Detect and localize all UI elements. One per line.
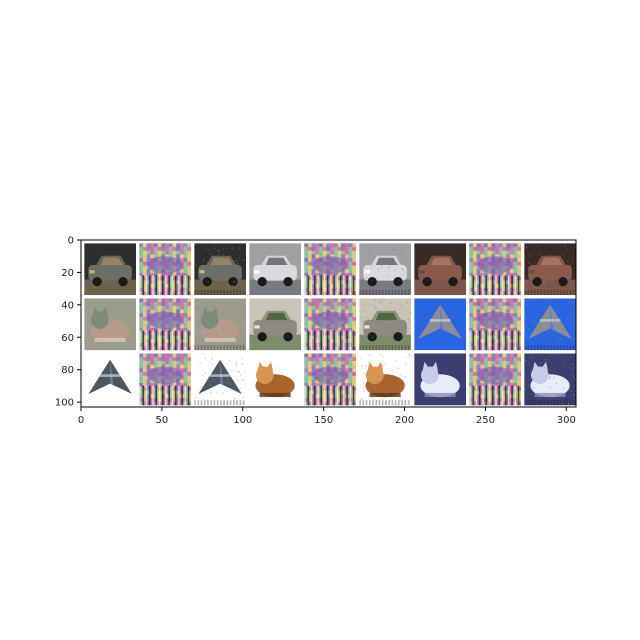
x-tick-label: 200 xyxy=(395,415,414,426)
x-tick-label: 50 xyxy=(156,415,169,426)
tile-adversarial-car xyxy=(194,243,246,296)
tile-perturbation-pattern xyxy=(139,298,191,351)
tile-perturbation-pattern xyxy=(304,298,356,351)
y-tick-label: 0 xyxy=(68,236,74,247)
tile-original-cat xyxy=(249,353,301,406)
tile-adversarial-car xyxy=(359,243,411,296)
tile-adversarial-car xyxy=(359,298,411,351)
tile-original-cat xyxy=(414,353,466,406)
x-tick-label: 100 xyxy=(233,415,252,426)
tile-original-car xyxy=(249,243,301,296)
tile-adversarial-cat xyxy=(359,353,411,406)
tile-original-car xyxy=(414,243,466,296)
x-tick-label: 250 xyxy=(476,415,495,426)
y-tick-label: 40 xyxy=(61,300,74,311)
y-tick-label: 60 xyxy=(61,333,74,344)
tile-original-cat xyxy=(84,298,136,351)
tile-original-car xyxy=(249,298,301,351)
tile-adversarial-car xyxy=(524,243,576,296)
x-tick-label: 0 xyxy=(78,415,84,426)
tile-perturbation-pattern xyxy=(469,353,521,406)
tile-adversarial-airplane xyxy=(194,353,246,406)
y-tick-label: 80 xyxy=(61,365,74,376)
x-tick-label: 150 xyxy=(314,415,333,426)
tile-original-airplane xyxy=(414,298,466,351)
tile-adversarial-cat xyxy=(524,353,576,406)
axes-frame xyxy=(80,239,577,408)
tile-original-car xyxy=(84,243,136,296)
y-tick-label: 100 xyxy=(55,398,74,409)
tile-perturbation-pattern xyxy=(139,243,191,296)
y-tick-label: 20 xyxy=(61,268,74,279)
y-axis: 0 20 40 60 80 100 xyxy=(55,236,81,409)
tile-adversarial-airplane xyxy=(524,298,576,351)
x-axis: 0 50 100 150 200 250 300 xyxy=(78,407,576,426)
tile-perturbation-pattern xyxy=(304,353,356,406)
tile-original-airplane xyxy=(84,353,136,406)
image-tiles xyxy=(81,240,576,407)
tile-perturbation-pattern xyxy=(304,243,356,296)
tile-perturbation-pattern xyxy=(469,243,521,296)
tile-adversarial-cat xyxy=(194,298,246,351)
tile-perturbation-pattern xyxy=(139,353,191,406)
tile-perturbation-pattern xyxy=(469,298,521,351)
x-tick-label: 300 xyxy=(557,415,576,426)
